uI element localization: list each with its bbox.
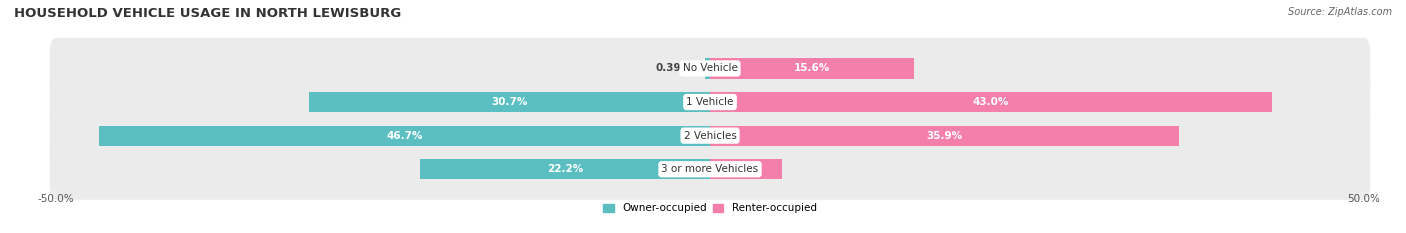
Text: 2 Vehicles: 2 Vehicles <box>683 131 737 141</box>
Text: 5.5%: 5.5% <box>731 164 761 174</box>
FancyBboxPatch shape <box>49 105 1371 166</box>
FancyBboxPatch shape <box>49 139 1371 200</box>
Text: No Vehicle: No Vehicle <box>682 63 738 73</box>
Text: HOUSEHOLD VEHICLE USAGE IN NORTH LEWISBURG: HOUSEHOLD VEHICLE USAGE IN NORTH LEWISBU… <box>14 7 401 20</box>
Text: 35.9%: 35.9% <box>927 131 963 141</box>
Text: 15.6%: 15.6% <box>794 63 830 73</box>
Bar <box>710 126 1180 146</box>
Text: 30.7%: 30.7% <box>491 97 527 107</box>
Bar <box>308 92 710 112</box>
Bar <box>420 159 710 179</box>
Legend: Owner-occupied, Renter-occupied: Owner-occupied, Renter-occupied <box>599 199 821 218</box>
Bar <box>710 159 782 179</box>
FancyBboxPatch shape <box>49 72 1371 133</box>
Text: 0.39%: 0.39% <box>655 63 692 73</box>
Bar <box>710 58 914 79</box>
Text: 3 or more Vehicles: 3 or more Vehicles <box>661 164 759 174</box>
Bar <box>704 58 710 79</box>
FancyBboxPatch shape <box>49 38 1371 99</box>
Text: 46.7%: 46.7% <box>387 131 423 141</box>
Bar <box>710 92 1272 112</box>
Text: 22.2%: 22.2% <box>547 164 583 174</box>
Text: 43.0%: 43.0% <box>973 97 1010 107</box>
Bar <box>100 126 710 146</box>
Text: Source: ZipAtlas.com: Source: ZipAtlas.com <box>1288 7 1392 17</box>
Text: 1 Vehicle: 1 Vehicle <box>686 97 734 107</box>
